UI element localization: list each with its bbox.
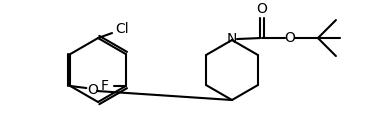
Text: F: F <box>101 79 109 93</box>
Text: O: O <box>256 2 267 16</box>
Text: N: N <box>227 32 237 46</box>
Text: Cl: Cl <box>115 22 129 36</box>
Text: O: O <box>285 31 296 45</box>
Text: O: O <box>87 83 98 97</box>
